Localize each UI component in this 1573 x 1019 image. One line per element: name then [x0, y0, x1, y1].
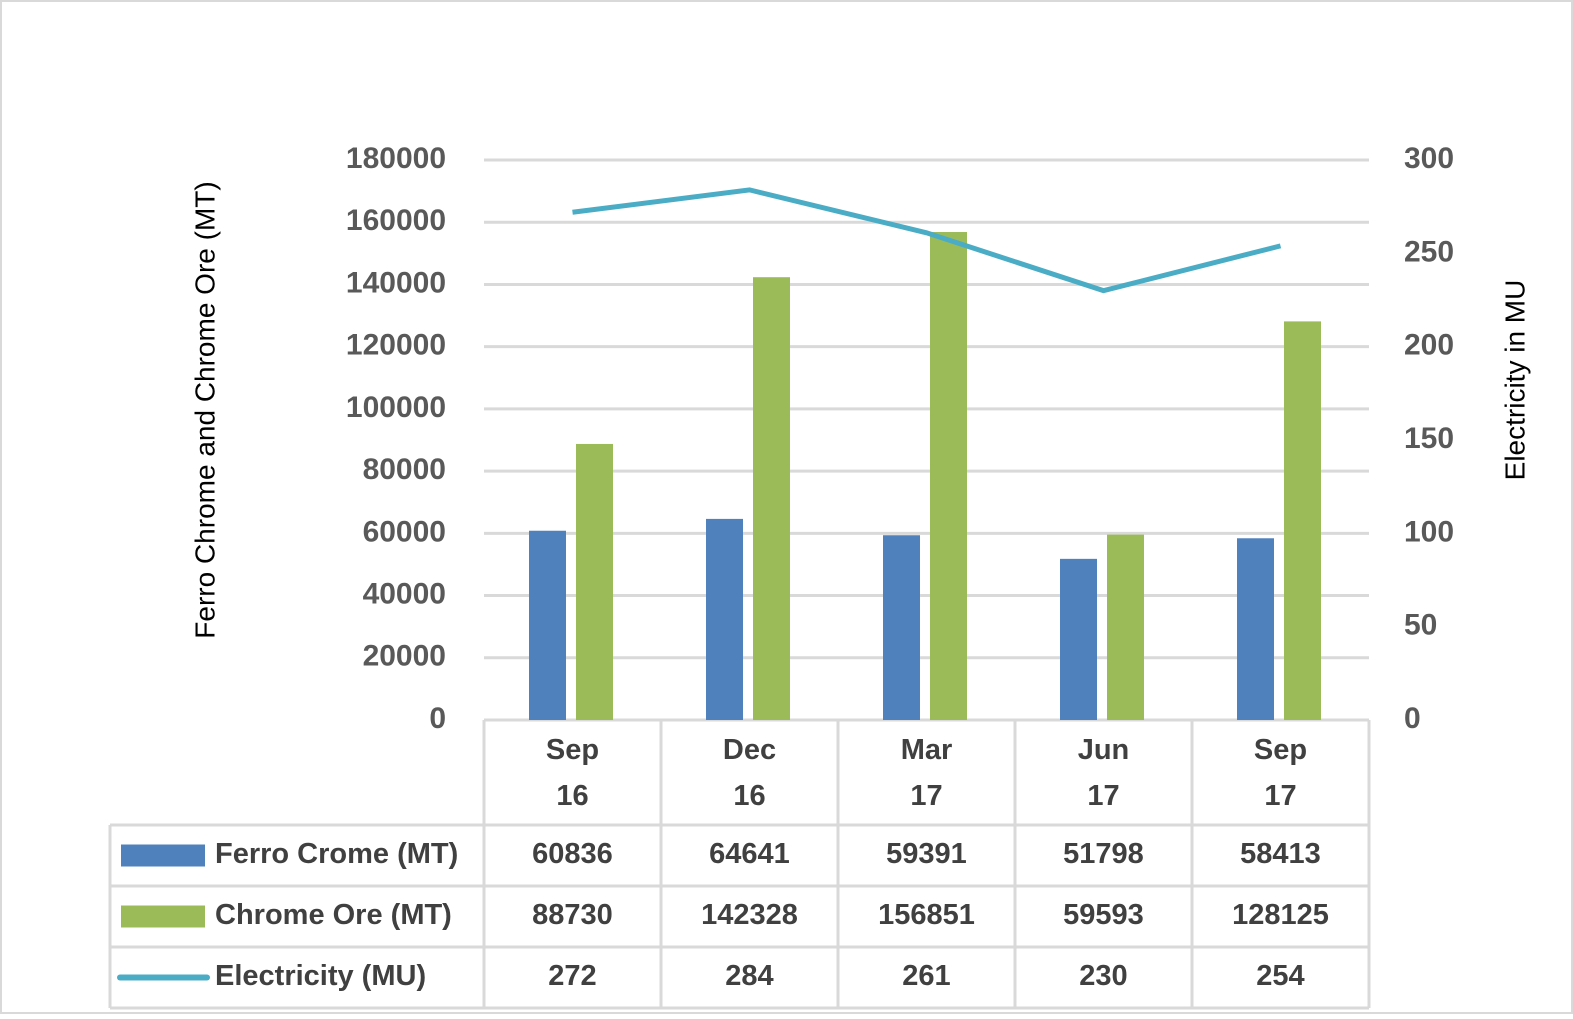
table-value: 272 — [548, 960, 596, 992]
table-value: 230 — [1079, 960, 1127, 992]
table-value: 60836 — [532, 838, 613, 870]
bar — [1107, 534, 1144, 720]
x-tick-label: Mar 17 — [900, 733, 953, 812]
y2-tick-label: 250 — [1404, 235, 1454, 268]
x-tick-cell: Sep 16 — [545, 733, 600, 812]
table-value: 59391 — [886, 838, 967, 870]
y-axis-title: Ferro Chrome and Chrome Ore (MT) — [189, 181, 220, 638]
table-value: 128125 — [1232, 899, 1329, 931]
y-tick-label: 100000 — [346, 391, 446, 424]
y-tick-label: 120000 — [346, 329, 446, 362]
y2-tick-label: 150 — [1404, 422, 1454, 455]
bar — [706, 518, 743, 720]
x-tick-label: Sep 17 — [1253, 733, 1308, 812]
table-value: 142328 — [701, 899, 798, 931]
x-tick-cell: Jun 17 — [1077, 733, 1130, 812]
table-value: 254 — [1256, 960, 1304, 992]
table-value: 64641 — [709, 838, 790, 870]
y2-tick-label: 100 — [1404, 515, 1454, 548]
bar — [576, 443, 613, 720]
y-tick-label: 140000 — [346, 266, 446, 299]
table-value: 59593 — [1063, 899, 1144, 931]
x-tick-label: Jun 17 — [1077, 733, 1130, 812]
bar — [529, 530, 566, 720]
y-tick-label: 0 — [429, 702, 446, 735]
y2-tick-label: 200 — [1404, 329, 1454, 362]
x-tick-cell: Dec 16 — [722, 733, 777, 812]
y2-tick-label: 50 — [1404, 609, 1437, 642]
table-value: 261 — [902, 960, 950, 992]
legend-label: Ferro Crome (MT) — [215, 838, 458, 870]
y2-tick-label: 300 — [1404, 142, 1454, 175]
legend-key — [121, 844, 205, 867]
table-value: 51798 — [1063, 838, 1144, 870]
bar — [1237, 538, 1274, 720]
line-series — [572, 187, 1282, 294]
y-tick-label: 20000 — [363, 640, 446, 673]
y-tick-label: 40000 — [363, 577, 446, 610]
y-tick-label: 160000 — [346, 204, 446, 237]
table-value: 88730 — [532, 899, 613, 931]
table-value: 156851 — [878, 899, 975, 931]
legend-key — [121, 905, 205, 928]
y-tick-label: 80000 — [363, 453, 446, 486]
bar — [1284, 321, 1321, 720]
table-value: 58413 — [1240, 838, 1321, 870]
bar — [753, 277, 790, 720]
x-tick-label: Sep 16 — [545, 733, 600, 812]
y2-axis-title: Electricity in MU — [1499, 280, 1530, 481]
y2-tick-label: 0 — [1404, 702, 1421, 735]
x-tick-cell: Mar 17 — [900, 733, 953, 812]
x-tick-label: Dec 16 — [722, 733, 777, 812]
legend-label: Chrome Ore (MT) — [215, 899, 452, 931]
y-tick-label: 60000 — [363, 515, 446, 548]
bar — [883, 535, 920, 720]
legend-label: Electricity (MU) — [215, 960, 426, 992]
x-tick-cell: Sep 17 — [1253, 733, 1308, 812]
bar — [930, 232, 967, 720]
bar — [1060, 558, 1097, 720]
table-value: 284 — [725, 960, 773, 992]
y-tick-label: 180000 — [346, 142, 446, 175]
